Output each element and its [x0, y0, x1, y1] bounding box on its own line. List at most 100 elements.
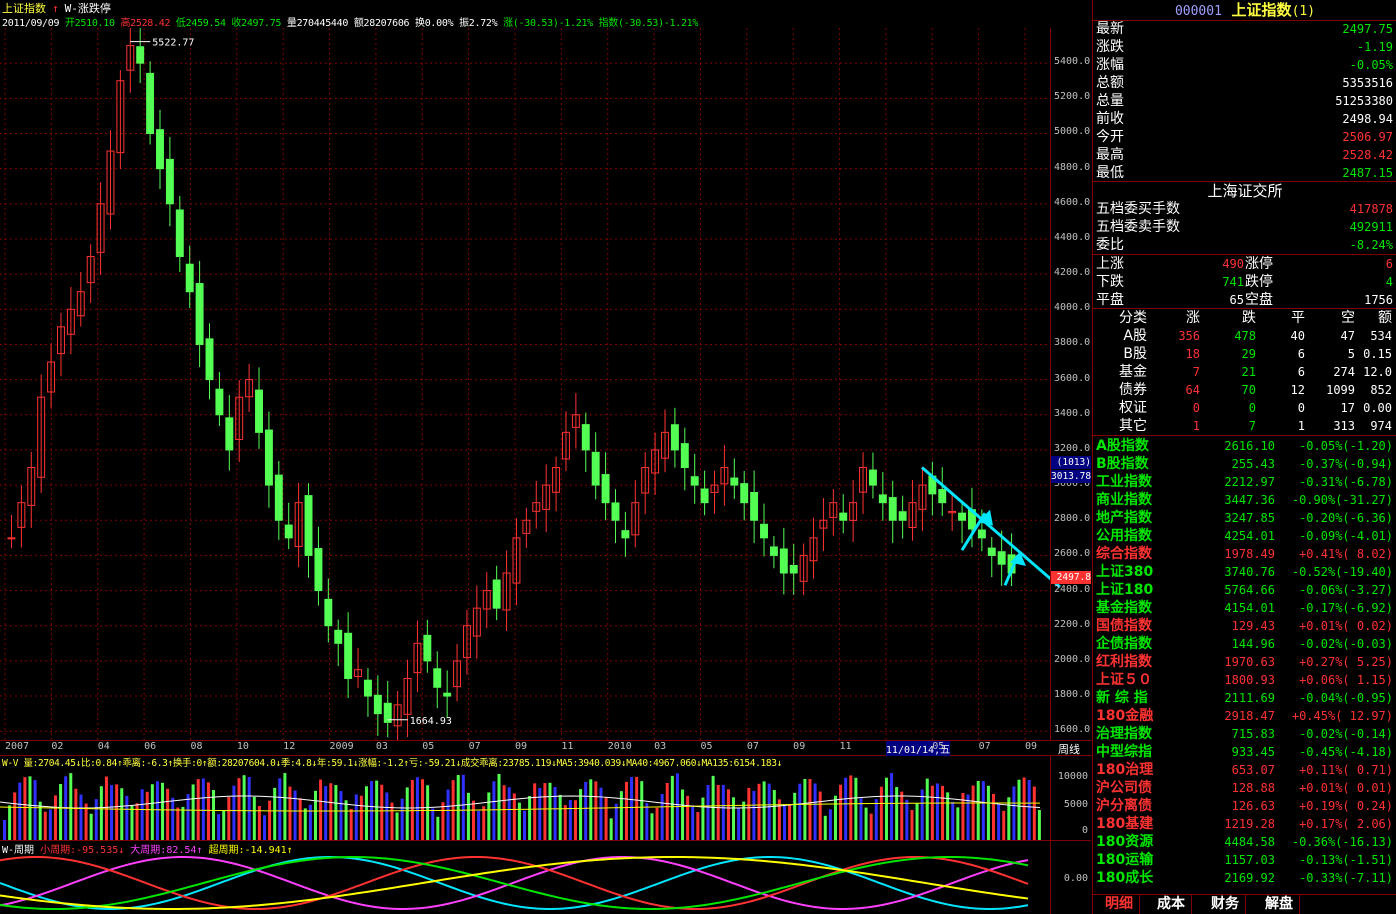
volume-bar [512, 793, 516, 840]
index-row[interactable]: 公用指数 4254.01 -0.09%(-4.01) [1093, 527, 1396, 545]
volume-bar [74, 788, 78, 840]
volume-bar [477, 810, 481, 840]
candle-body [27, 467, 36, 506]
date-tick: 04 [97, 741, 110, 752]
volume-bar [997, 804, 1001, 840]
price-tick: 4000.0 [1054, 302, 1091, 314]
candle-body [344, 632, 353, 679]
candlestick-chart[interactable]: 5522.77 1664.93 [0, 28, 1091, 740]
main-chart-panel[interactable]: 上证指数 ↑ W-涨跌停 2011/09/09 开2510.10 高2528.42 … [0, 0, 1091, 740]
index-name: 180基建 [1096, 816, 1154, 832]
chart-title: 上证指数 [2, 2, 46, 15]
quote-row: 总量 51253380 [1096, 92, 1393, 110]
index-row[interactable]: 基金指数 4154.01 -0.17%(-6.92) [1093, 599, 1396, 617]
price-tick: 5400.0 [1054, 56, 1091, 68]
volume-bar [456, 775, 460, 840]
cycle-chart[interactable] [0, 853, 1050, 914]
table-cell: 274 [1333, 365, 1355, 379]
volume-bar [94, 799, 98, 840]
index-name: B股指数 [1096, 456, 1149, 472]
candle-body [591, 451, 600, 486]
index-row[interactable]: 国债指数 129.43 +0.01%( 0.02) [1093, 617, 1396, 635]
table-cell: 0.15 [1363, 347, 1392, 361]
date-tick: 05 [700, 741, 713, 752]
index-name: 地产指数 [1096, 510, 1152, 526]
candle-body [403, 677, 412, 715]
tab-0[interactable]: 明细 [1099, 895, 1140, 914]
index-row[interactable]: 地产指数 3247.85 -0.20%(-6.36) [1093, 509, 1396, 527]
bid-value: 417878 [1349, 202, 1393, 216]
index-row[interactable]: 工业指数 2212.97 -0.31%(-6.78) [1093, 473, 1396, 491]
volume-bar [895, 787, 899, 840]
table-cell: 852 [1370, 383, 1392, 397]
index-row[interactable]: 180基建 1219.28 +0.17%( 2.06) [1093, 815, 1396, 833]
quote-label: 涨幅 [1096, 57, 1124, 73]
index-row[interactable]: B股指数 255.43 -0.37%(-0.94) [1093, 455, 1396, 473]
index-row[interactable]: 新 综 指 2111.69 -0.04%(-0.95) [1093, 689, 1396, 707]
down-value: 741 [1222, 275, 1244, 289]
candle-body [522, 519, 531, 534]
index-row[interactable]: 180资源 4484.58 -0.36%(-16.13) [1093, 833, 1396, 851]
index-row[interactable]: 上证180 5764.66 -0.06%(-3.27) [1093, 581, 1396, 599]
index-row[interactable]: 上证380 3740.76 -0.52%(-19.40) [1093, 563, 1396, 581]
index-row[interactable]: 红利指数 1970.63 +0.27%( 5.25) [1093, 653, 1396, 671]
volume-bar [808, 779, 812, 840]
index-row[interactable]: 180金融 2918.47 +0.45%( 12.97) [1093, 707, 1396, 725]
candle-body [482, 590, 491, 610]
date-tick: 11 [839, 741, 852, 752]
index-row[interactable]: 180运输 1157.03 -0.13%(-1.51) [1093, 851, 1396, 869]
tab-1[interactable]: 成本 [1151, 895, 1192, 914]
price-tick: 3000.0 [1054, 478, 1091, 490]
candle-body [750, 491, 759, 521]
date-tick: 02 [51, 741, 64, 752]
tab-3[interactable]: 解盘 [1259, 895, 1300, 914]
volume-bar [446, 789, 450, 840]
index-row[interactable]: 沪分离债 126.63 +0.19%( 0.24) [1093, 797, 1396, 815]
volume-bar [263, 815, 266, 840]
table-cell: 0.00 [1363, 401, 1392, 415]
volume-bar [777, 799, 781, 840]
indicator-name[interactable]: W-涨跌停 [64, 2, 111, 15]
period-label[interactable]: 周线 [1058, 743, 1080, 756]
index-row[interactable]: 商业指数 3447.36 -0.90%(-31.27) [1093, 491, 1396, 509]
volume-bar [196, 779, 200, 840]
date-tick: 2007 [5, 741, 30, 752]
index-row[interactable]: 180治理 653.07 +0.11%( 0.71) [1093, 761, 1396, 779]
cycle-tick: 0.00 [1063, 873, 1088, 884]
index-row[interactable]: 企债指数 144.96 -0.02%(-0.03) [1093, 635, 1396, 653]
index-row[interactable]: 中型综指 933.45 -0.45%(-4.18) [1093, 743, 1396, 761]
quote-value: 2506.97 [1342, 130, 1393, 144]
volume-bar [232, 785, 236, 840]
candle-body [116, 80, 125, 154]
price-axis: 5400.0 5200.0 5000.0 4800.0 4600.0 4400.0 4200… [1050, 28, 1092, 740]
candle-body [997, 551, 1006, 565]
candle-body [17, 502, 26, 528]
cycle-panel[interactable]: W-周期 小周期:-95.535↓ 大周期:82.54↑ 超周期:-14.941… [0, 841, 1091, 914]
index-row[interactable]: 沪公司债 128.88 +0.01%( 0.01) [1093, 779, 1396, 797]
volume-bar [1017, 779, 1021, 840]
index-row[interactable]: 180成长 2169.92 -0.33%(-7.11) [1093, 869, 1396, 887]
table-cell: 7 [1248, 419, 1256, 433]
volume-bar [619, 791, 623, 840]
date-tick: 07 [468, 741, 481, 752]
volume-panel[interactable]: W-V 量:2704.45↓比:0.84↑乖离:-6.3↑换手:0↑额:2820… [0, 755, 1091, 841]
price-tick: 2600.0 [1054, 548, 1091, 560]
index-row[interactable]: 综合指数 1978.49 +0.41%( 8.02) [1093, 545, 1396, 563]
index-name: 企债指数 [1096, 636, 1152, 652]
index-row[interactable]: A股指数 2616.10 -0.05%(-1.20) [1093, 437, 1396, 455]
volume: 量270445440 [286, 18, 349, 29]
volume-bar [222, 810, 226, 840]
quote-value: 2497.75 [1342, 22, 1393, 36]
volume-bar [645, 803, 649, 840]
index-list[interactable]: A股指数 2616.10 -0.05%(-1.20) B股指数 255.43 -0.37%… [1093, 437, 1396, 891]
table-header: 平 [1291, 310, 1305, 326]
volume-chart[interactable] [0, 767, 1050, 840]
candle-body [839, 512, 848, 521]
index-row[interactable]: 治理指数 715.83 -0.02%(-0.14) [1093, 725, 1396, 743]
volume-bar [436, 816, 440, 840]
quote-row: 最新 2497.75 [1096, 20, 1393, 38]
index-row[interactable]: 上证５０ 1800.93 +0.06%( 1.15) [1093, 671, 1396, 689]
tab-2[interactable]: 财务 [1205, 895, 1246, 914]
volume-bar [125, 795, 129, 840]
cycle-wave [0, 856, 1029, 910]
